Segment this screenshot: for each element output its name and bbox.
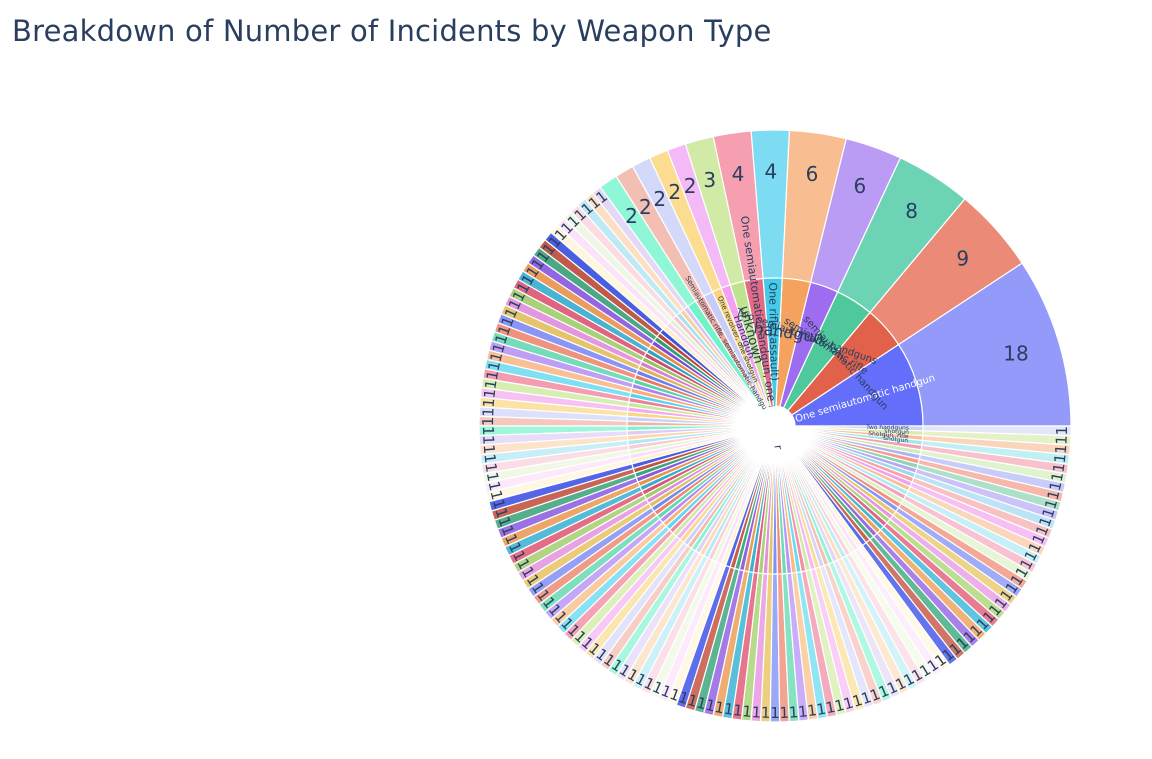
segment-value-label: 1 (1051, 453, 1070, 465)
segment-value-label: 1 (479, 435, 497, 445)
segment-value-label: 1 (842, 693, 856, 713)
segment-value-label: 1 (833, 696, 846, 716)
segment-value-label: 2 (653, 187, 666, 211)
segment-value-label: 2 (668, 180, 681, 204)
segment-value-label: 1 (1053, 426, 1071, 436)
segment-value-label: 1 (797, 702, 808, 721)
segment-value-label: 1 (485, 359, 505, 372)
segment-value-label: 4 (765, 159, 778, 183)
segment-value-label: 1 (751, 703, 762, 722)
segment-value-label: 1 (1048, 471, 1067, 484)
segment-value-label: 6 (854, 174, 867, 198)
small-category-label: shotgun (884, 428, 909, 436)
segment-value-label: 1 (779, 704, 789, 722)
segment-value-label: 4 (732, 162, 745, 186)
segment-value-label: 1 (704, 696, 717, 716)
small-category-label: Two handguns (865, 424, 909, 432)
chart-title: Breakdown of Number of Incidents by Weap… (12, 14, 772, 48)
segment-value-label: 1 (1052, 435, 1070, 445)
segment-value-label: 2 (639, 195, 652, 219)
small-category-label: Shotgun (883, 435, 909, 445)
segment-value-label: 1 (1044, 488, 1064, 502)
segment-value-label: 1 (1046, 479, 1066, 492)
segment-value-label: 1 (723, 700, 735, 719)
segment-value-label: 9 (956, 246, 969, 270)
segment-value-label: 1 (770, 704, 780, 722)
segment-value-label: 1 (479, 416, 497, 426)
segment-value-label: 2 (684, 174, 697, 198)
segment-value-label: 1 (480, 388, 499, 400)
segment-value-label: 1 (481, 462, 500, 474)
segment-value-label: 2 (625, 204, 638, 228)
segment-value-label: 1 (487, 488, 507, 502)
center-hole (755, 406, 795, 446)
segment-value-label: 1 (480, 453, 499, 465)
segment-value-label: 1 (761, 704, 771, 722)
segment-value-label: 1 (489, 497, 509, 511)
segment-value-label: 1 (732, 701, 744, 720)
segment-value-label: 1 (489, 341, 509, 355)
segment-value-label: 1 (1052, 444, 1071, 455)
segment-value-label: 1 (815, 700, 827, 719)
segment-value-label: 1 (487, 350, 507, 364)
segment-value-label: 1 (480, 397, 499, 408)
segment-value-label: 8 (905, 199, 918, 223)
segment-value-label: 1 (481, 378, 500, 390)
segment-value-label: 1 (480, 444, 499, 455)
segment-value-label: 6 (806, 162, 819, 186)
segment-value-label: 1 (479, 407, 497, 417)
segment-value-label: 1 (824, 698, 837, 718)
segment-value-label: 3 (703, 168, 716, 192)
segment-value-label: 1 (483, 369, 502, 382)
segment-value-label: 1 (479, 426, 497, 436)
small-category-label: Shotgun, rifle (868, 430, 909, 440)
segment-value-label: 1 (1041, 497, 1061, 511)
segment-value-label: 1 (483, 471, 502, 484)
segment-category-label: One rifle (assault) (766, 282, 781, 381)
segment-value-label: 1 (713, 698, 726, 718)
segment-value-label: 1 (806, 701, 818, 720)
segment-value-label: 18 (1003, 342, 1028, 366)
segment-value-label: 1 (1049, 462, 1068, 474)
segment-value-label: 1 (742, 702, 753, 721)
segment-value-label: 1 (695, 693, 709, 713)
segment-value-label: 1 (485, 479, 505, 492)
segment-value-label: 1 (788, 703, 799, 722)
